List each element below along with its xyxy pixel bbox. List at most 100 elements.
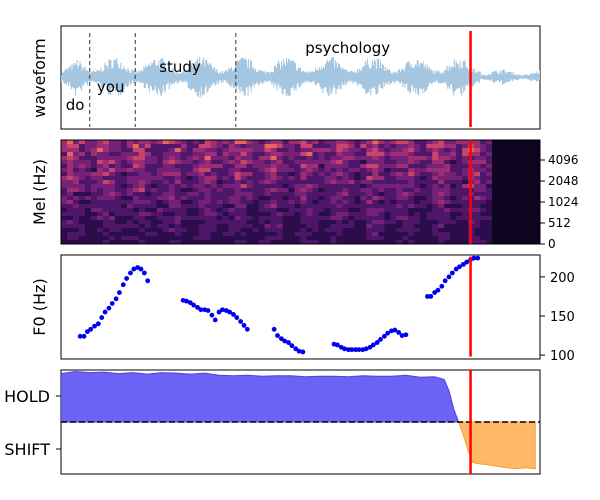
mel-ylabel: Mel (Hz) xyxy=(30,159,49,225)
f0-point xyxy=(195,304,200,310)
shift-area xyxy=(457,421,536,470)
f0-point xyxy=(198,307,204,313)
turn-prediction-panel: HOLD SHIFT xyxy=(4,369,541,475)
f0-point xyxy=(120,282,126,288)
mel-tick-label: 512 xyxy=(548,216,571,230)
f0-point xyxy=(475,255,481,261)
f0-point xyxy=(187,300,193,306)
f0-point xyxy=(428,294,434,299)
f0-points xyxy=(77,255,481,355)
f0-point xyxy=(300,349,306,355)
f0-point xyxy=(464,259,470,265)
f0-point xyxy=(138,266,144,272)
f0-point xyxy=(92,323,97,329)
f0-y-ticks: 100 150 200 xyxy=(540,271,575,364)
f0-point xyxy=(102,309,108,315)
f0-panel: 100 150 200 F0 (Hz) xyxy=(30,254,575,364)
f0-point xyxy=(231,312,236,317)
f0-point xyxy=(296,348,302,354)
f0-point xyxy=(238,319,244,324)
f0-point xyxy=(278,336,284,342)
f0-point xyxy=(77,333,83,339)
f0-point xyxy=(113,296,119,302)
word-label: you xyxy=(97,78,125,96)
f0-point xyxy=(244,326,250,332)
mel-tick-label: 4096 xyxy=(548,153,579,167)
f0-tick-label: 200 xyxy=(550,271,575,286)
f0-point xyxy=(374,340,380,345)
f0-point xyxy=(234,315,240,320)
f0-point xyxy=(453,266,459,272)
word-boundaries xyxy=(89,33,237,127)
mel-y-ticks: 4096 2048 1024 512 0 xyxy=(540,153,579,251)
f0-ylabel: F0 (Hz) xyxy=(30,278,49,335)
turn-areas xyxy=(61,371,536,470)
f0-point xyxy=(425,294,430,299)
f0-point xyxy=(435,287,441,293)
f0-point xyxy=(432,290,438,295)
mel-tick-label: 0 xyxy=(548,237,556,251)
word-label: do xyxy=(66,96,85,114)
f0-point xyxy=(385,330,391,336)
f0-point xyxy=(117,290,122,295)
f0-point xyxy=(381,333,387,339)
word-label: psychology xyxy=(305,39,390,57)
f0-point xyxy=(363,346,369,352)
f0-point xyxy=(403,332,409,338)
mel-tick-label: 1024 xyxy=(548,195,579,209)
f0-point xyxy=(442,278,448,284)
f0-point xyxy=(99,315,105,320)
f0-point xyxy=(399,333,405,338)
turn-tick-label: SHIFT xyxy=(4,440,50,459)
f0-point xyxy=(106,305,112,311)
f0-plot-area xyxy=(60,254,541,360)
f0-point xyxy=(370,342,376,348)
f0-point xyxy=(439,283,445,289)
f0-point xyxy=(353,347,358,353)
f0-point xyxy=(349,347,355,353)
f0-point xyxy=(271,326,277,332)
f0-point xyxy=(145,278,151,284)
f0-point xyxy=(227,309,233,315)
mel-frame xyxy=(60,139,541,245)
hold-area xyxy=(61,371,460,423)
mel-spectrogram-panel: 4096 2048 1024 512 0 Mel (Hz) xyxy=(30,139,579,251)
f0-tick-label: 100 xyxy=(550,349,575,364)
f0-point xyxy=(282,338,288,344)
f0-point xyxy=(286,340,291,345)
f0-point xyxy=(128,270,133,276)
f0-point xyxy=(367,344,373,350)
f0-point xyxy=(141,270,147,276)
f0-point xyxy=(342,346,347,352)
turn-tick-label: HOLD xyxy=(4,387,50,406)
f0-point xyxy=(205,308,211,313)
f0-point xyxy=(209,312,215,318)
f0-point xyxy=(460,261,466,267)
f0-point xyxy=(457,264,462,270)
f0-point xyxy=(471,255,477,261)
f0-point xyxy=(378,337,383,342)
f0-point xyxy=(241,322,247,328)
f0-point xyxy=(95,321,101,327)
f0-point xyxy=(184,298,189,304)
word-label: study xyxy=(159,58,201,76)
f0-point xyxy=(289,343,295,349)
f0-point xyxy=(446,274,452,280)
mel-spectrogram-image xyxy=(61,140,540,244)
f0-point xyxy=(293,346,299,352)
f0-point xyxy=(216,309,222,315)
f0-point xyxy=(191,302,197,308)
f0-point xyxy=(275,333,280,338)
f0-point xyxy=(220,307,225,313)
f0-point xyxy=(212,317,218,323)
f0-tick-label: 150 xyxy=(550,310,575,325)
f0-point xyxy=(392,327,398,333)
f0-point xyxy=(396,330,402,335)
waveform-trace xyxy=(61,56,540,98)
turn-y-ticks: HOLD SHIFT xyxy=(4,387,61,459)
f0-point xyxy=(124,276,130,281)
mel-tick-label: 2048 xyxy=(548,174,579,188)
